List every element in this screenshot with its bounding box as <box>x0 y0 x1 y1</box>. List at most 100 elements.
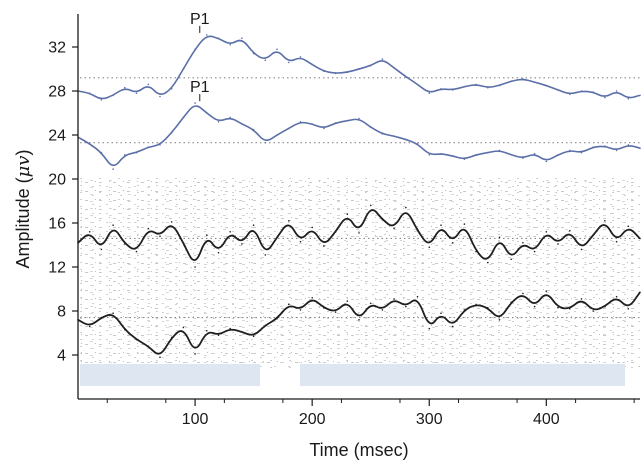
series-point <box>639 94 641 97</box>
series-point <box>241 37 243 39</box>
series-point <box>627 144 630 146</box>
series-point <box>569 93 571 96</box>
series-point <box>545 84 548 87</box>
series-point <box>241 123 243 125</box>
series-point <box>358 232 360 234</box>
series-point <box>147 227 150 230</box>
series-point <box>475 250 477 253</box>
series-point <box>592 234 594 236</box>
series-point <box>475 83 477 86</box>
y-tick-label: 20 <box>48 172 66 189</box>
series-point <box>510 301 512 304</box>
series-point <box>323 245 325 247</box>
series-point <box>182 242 185 244</box>
series-point <box>299 56 302 58</box>
series-point <box>533 81 536 83</box>
series-point <box>217 37 220 39</box>
series-point <box>393 135 395 137</box>
series-point <box>170 132 173 134</box>
series-point <box>182 116 185 119</box>
series-point <box>217 251 220 254</box>
series-point <box>615 149 618 152</box>
series-point <box>557 89 559 91</box>
series-point <box>416 83 419 86</box>
series-point <box>615 295 618 298</box>
series-point <box>206 330 208 332</box>
series-point <box>276 134 278 136</box>
series-point <box>194 353 196 355</box>
series-point <box>569 229 571 232</box>
series-point <box>229 116 231 119</box>
peak-label: P1 <box>190 11 210 28</box>
series-point <box>194 102 196 104</box>
series-point <box>393 227 395 230</box>
series-point <box>569 149 571 152</box>
series-point <box>100 316 103 319</box>
series-point <box>288 127 290 130</box>
series-point <box>311 226 314 229</box>
series-point <box>159 95 161 98</box>
series-point <box>405 138 407 141</box>
series-point <box>358 68 360 70</box>
series-point <box>88 325 91 328</box>
series-point <box>135 338 138 341</box>
series-point <box>522 78 524 80</box>
series-point <box>451 155 454 157</box>
y-tick-label: 12 <box>48 260 66 277</box>
series-point <box>124 328 126 331</box>
faded-strip-right <box>300 364 625 386</box>
series-point <box>533 152 536 155</box>
series-point <box>428 327 431 330</box>
series-point <box>159 356 161 359</box>
series-point <box>381 218 384 221</box>
series-point <box>416 229 419 232</box>
series-point <box>288 220 290 222</box>
series-point <box>311 123 314 125</box>
series-point <box>533 305 536 308</box>
series-point <box>182 326 185 329</box>
faded-strip-left <box>80 364 260 386</box>
series-point <box>522 157 524 159</box>
series-point <box>194 48 196 50</box>
series-point <box>124 243 126 245</box>
series-point <box>451 325 454 328</box>
series-point <box>252 335 255 338</box>
series-point <box>569 308 571 310</box>
series-point <box>475 154 477 156</box>
series-point <box>557 154 559 156</box>
series-point <box>615 90 618 92</box>
x-tick-label: 400 <box>533 411 560 428</box>
series-point <box>545 160 548 163</box>
series-point <box>88 231 91 233</box>
series-point <box>369 64 372 67</box>
baseline-group <box>80 77 640 319</box>
series-point <box>381 309 384 311</box>
series-point <box>580 248 583 251</box>
series-point <box>545 231 548 233</box>
series-point <box>299 121 302 123</box>
series-point <box>381 58 384 60</box>
series-point <box>604 305 606 308</box>
series-point <box>323 127 325 130</box>
x-axis-title: Time (msec) <box>309 440 408 460</box>
series-point <box>264 59 267 61</box>
series-point <box>124 154 126 156</box>
background-texture <box>80 178 640 386</box>
series-point <box>393 67 395 69</box>
series-point <box>498 149 501 152</box>
series-point <box>147 83 150 86</box>
series-point <box>369 126 372 129</box>
series-point <box>381 133 384 135</box>
series-point <box>217 121 220 123</box>
series-point <box>182 68 185 70</box>
y-tick-label: 32 <box>48 40 66 57</box>
y-tick-label: 4 <box>57 348 66 365</box>
series-point <box>206 234 208 236</box>
annotation-group: P1 P1 <box>190 11 210 102</box>
series-point <box>88 92 91 94</box>
series-point <box>334 231 337 233</box>
series-point <box>206 34 208 36</box>
series-point <box>170 221 173 223</box>
series-point <box>323 306 325 309</box>
series-point <box>217 334 220 337</box>
